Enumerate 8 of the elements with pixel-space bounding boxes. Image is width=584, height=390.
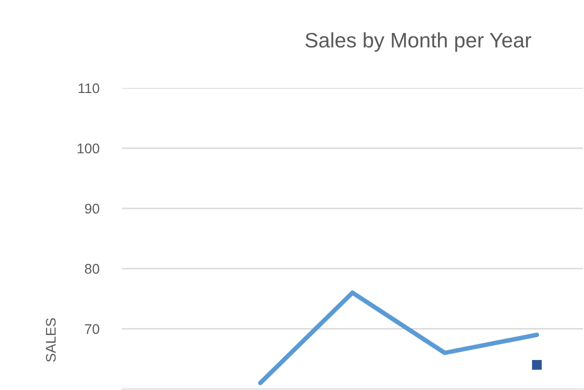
line-series: [258, 290, 540, 386]
y-axis-title: SALES: [46, 318, 56, 362]
y-tick-label: 100: [78, 144, 100, 154]
y-tick-label: 80: [84, 264, 100, 274]
y-tick-label: 110: [78, 83, 100, 94]
y-tick-label: 90: [84, 204, 100, 214]
y-tick-label: 70: [85, 324, 100, 334]
chart-title: Sales by Month per Year: [305, 32, 532, 52]
